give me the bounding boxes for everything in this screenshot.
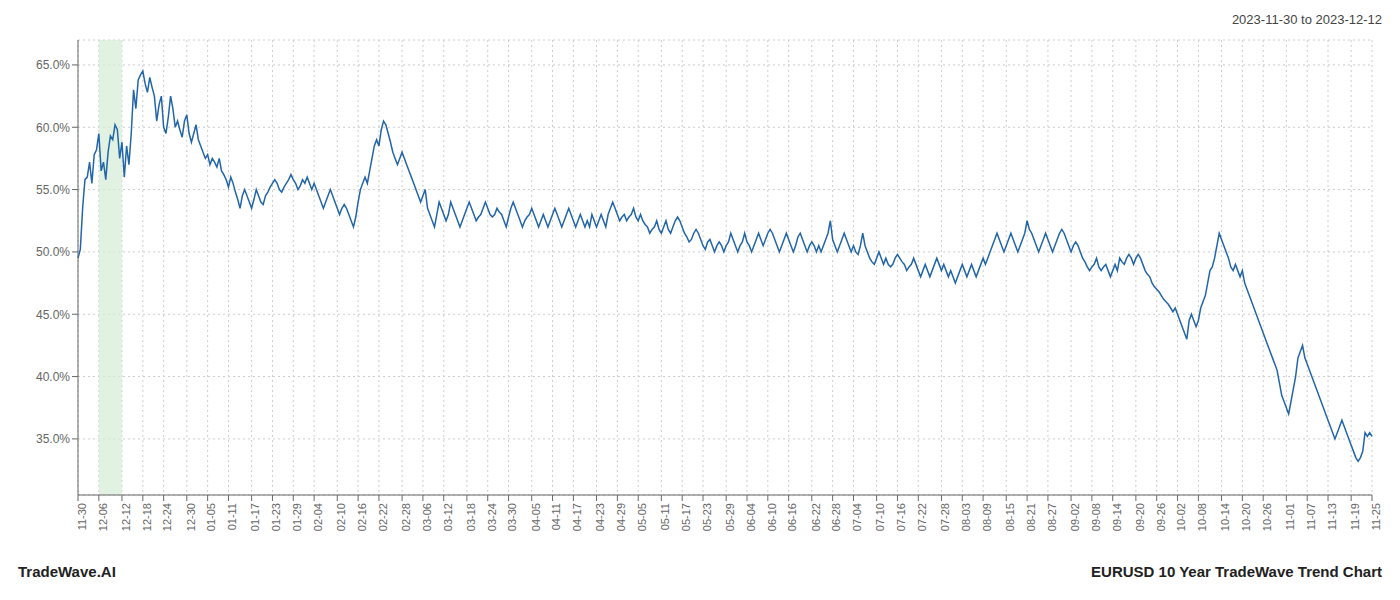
svg-text:05-05: 05-05 — [636, 503, 648, 531]
svg-text:55.0%: 55.0% — [36, 183, 70, 197]
svg-text:06-16: 06-16 — [786, 503, 798, 531]
svg-text:11-01: 11-01 — [1284, 503, 1296, 530]
svg-text:10-14: 10-14 — [1219, 503, 1231, 531]
svg-text:02-04: 02-04 — [312, 503, 324, 531]
svg-text:09-20: 09-20 — [1134, 503, 1146, 531]
svg-text:45.0%: 45.0% — [36, 308, 70, 322]
svg-text:07-28: 07-28 — [939, 503, 951, 531]
svg-text:05-23: 05-23 — [701, 503, 713, 531]
svg-text:01-11: 01-11 — [226, 503, 238, 530]
svg-text:12-12: 12-12 — [120, 503, 132, 531]
svg-text:02-16: 02-16 — [356, 503, 368, 531]
svg-text:04-23: 04-23 — [594, 503, 606, 531]
svg-text:02-10: 02-10 — [335, 503, 347, 531]
svg-text:07-16: 07-16 — [895, 503, 907, 531]
svg-text:11-25: 11-25 — [1370, 503, 1382, 530]
svg-text:35.0%: 35.0% — [36, 432, 70, 446]
svg-text:12-18: 12-18 — [141, 503, 153, 531]
svg-text:06-28: 06-28 — [830, 503, 842, 531]
svg-text:12-06: 12-06 — [97, 503, 109, 531]
svg-text:11-19: 11-19 — [1349, 503, 1361, 530]
svg-text:08-03: 08-03 — [960, 503, 972, 531]
svg-text:07-04: 07-04 — [851, 503, 863, 531]
svg-text:10-20: 10-20 — [1240, 503, 1252, 531]
svg-text:03-18: 03-18 — [465, 503, 477, 531]
svg-text:02-22: 02-22 — [377, 503, 389, 531]
svg-text:10-02: 10-02 — [1175, 503, 1187, 531]
svg-text:03-06: 03-06 — [421, 503, 433, 531]
svg-text:06-10: 06-10 — [766, 503, 778, 531]
svg-text:08-21: 08-21 — [1025, 503, 1037, 531]
svg-text:01-29: 01-29 — [291, 503, 303, 531]
svg-text:12-30: 12-30 — [185, 503, 197, 531]
svg-text:60.0%: 60.0% — [36, 121, 70, 135]
svg-text:06-22: 06-22 — [810, 503, 822, 531]
svg-text:08-27: 08-27 — [1046, 503, 1058, 531]
html-text:2023-11-30 to 2023-12-12: 2023-11-30 to 2023-12-12 — [1231, 11, 1382, 27]
svg-text:07-10: 07-10 — [874, 503, 886, 531]
svg-text:11-30: 11-30 — [76, 503, 88, 530]
svg-text:09-26: 09-26 — [1155, 503, 1167, 531]
svg-text:03-24: 03-24 — [486, 503, 498, 531]
svg-text:10-26: 10-26 — [1261, 503, 1273, 531]
svg-text:11-07: 11-07 — [1305, 503, 1317, 530]
svg-text:04-17: 04-17 — [571, 503, 583, 531]
svg-text:40.0%: 40.0% — [36, 370, 70, 384]
svg-text:01-17: 01-17 — [249, 503, 261, 531]
svg-text:05-17: 05-17 — [680, 503, 692, 531]
svg-text:04-05: 04-05 — [530, 503, 542, 531]
svg-text:09-08: 09-08 — [1090, 503, 1102, 531]
svg-text:05-11: 05-11 — [659, 503, 671, 530]
svg-text:08-09: 08-09 — [981, 503, 993, 531]
html-text:EURUSD 10 Year TradeWave Trend: EURUSD 10 Year TradeWave Trend Chart — [1091, 562, 1382, 580]
svg-text:04-29: 04-29 — [615, 503, 627, 531]
svg-text:01-23: 01-23 — [270, 503, 282, 531]
svg-text:03-30: 03-30 — [506, 503, 518, 531]
html-text:TradeWave.AI: TradeWave.AI — [18, 562, 116, 580]
svg-text:02-28: 02-28 — [400, 503, 412, 531]
svg-text:11-13: 11-13 — [1326, 503, 1338, 530]
svg-text:01-05: 01-05 — [205, 503, 217, 531]
svg-text:03-12: 03-12 — [442, 503, 454, 531]
svg-text:06-04: 06-04 — [745, 503, 757, 531]
svg-text:10-08: 10-08 — [1196, 503, 1208, 531]
svg-text:65.0%: 65.0% — [36, 58, 70, 72]
svg-text:50.0%: 50.0% — [36, 245, 70, 259]
svg-text:05-29: 05-29 — [724, 503, 736, 531]
svg-text:08-15: 08-15 — [1004, 503, 1016, 531]
svg-text:12-24: 12-24 — [161, 503, 173, 531]
svg-text:04-11: 04-11 — [550, 503, 562, 530]
svg-text:09-02: 09-02 — [1069, 503, 1081, 531]
svg-text:07-22: 07-22 — [916, 503, 928, 531]
svg-text:09-14: 09-14 — [1111, 503, 1123, 531]
